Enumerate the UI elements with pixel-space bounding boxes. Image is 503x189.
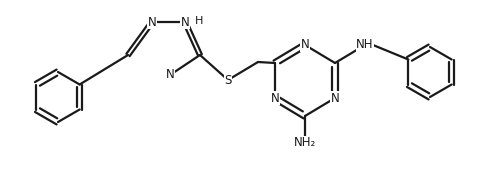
Text: N: N bbox=[165, 68, 175, 81]
Text: NH: NH bbox=[356, 39, 374, 51]
Text: NH₂: NH₂ bbox=[294, 136, 316, 149]
Text: N: N bbox=[330, 91, 340, 105]
Text: H: H bbox=[195, 16, 203, 26]
Text: S: S bbox=[224, 74, 232, 87]
Text: N: N bbox=[147, 15, 156, 29]
Text: N: N bbox=[181, 15, 189, 29]
Text: N: N bbox=[271, 91, 279, 105]
Text: N: N bbox=[301, 39, 309, 51]
